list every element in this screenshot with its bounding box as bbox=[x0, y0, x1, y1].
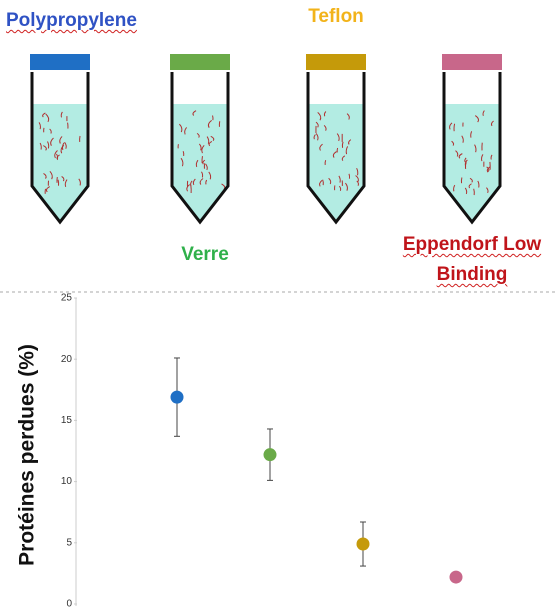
point bbox=[357, 538, 370, 551]
tube-liquid bbox=[308, 104, 364, 220]
category-label: Teflon bbox=[276, 2, 396, 32]
tube-cap bbox=[170, 54, 230, 70]
y-tick-label: 10 bbox=[61, 476, 73, 487]
tube bbox=[30, 54, 90, 222]
tube bbox=[306, 54, 366, 222]
point bbox=[171, 391, 184, 404]
tube-liquid bbox=[444, 104, 500, 220]
category-label: Verre bbox=[145, 240, 265, 270]
protein bbox=[349, 174, 350, 179]
tube-liquid bbox=[32, 104, 88, 220]
y-tick-label: 20 bbox=[61, 354, 73, 365]
tube bbox=[442, 54, 502, 222]
point bbox=[450, 571, 463, 584]
point bbox=[264, 448, 277, 461]
category-label: Eppendorf Low Binding bbox=[390, 230, 554, 290]
y-tick-label: 0 bbox=[66, 599, 72, 608]
protein bbox=[454, 124, 455, 131]
protein bbox=[58, 180, 59, 186]
tube-cap bbox=[306, 54, 366, 70]
y-tick-label: 15 bbox=[61, 415, 73, 426]
tube-cap bbox=[442, 54, 502, 70]
tube-cap bbox=[30, 54, 90, 70]
protein bbox=[474, 189, 475, 195]
tube bbox=[170, 54, 230, 222]
protein bbox=[337, 148, 338, 152]
protein bbox=[325, 160, 326, 165]
y-tick-label: 25 bbox=[61, 293, 73, 304]
category-label: Polypropylene bbox=[6, 6, 166, 36]
page: Protéines perdues (%) 0 5 10 15 20 25 Polypro… bbox=[0, 0, 555, 608]
y-axis-title: Protéines perdues (%) bbox=[16, 344, 39, 566]
y-tick-label: 5 bbox=[66, 537, 72, 548]
chart: Protéines perdues (%) 0 5 10 15 20 25 bbox=[0, 0, 555, 608]
